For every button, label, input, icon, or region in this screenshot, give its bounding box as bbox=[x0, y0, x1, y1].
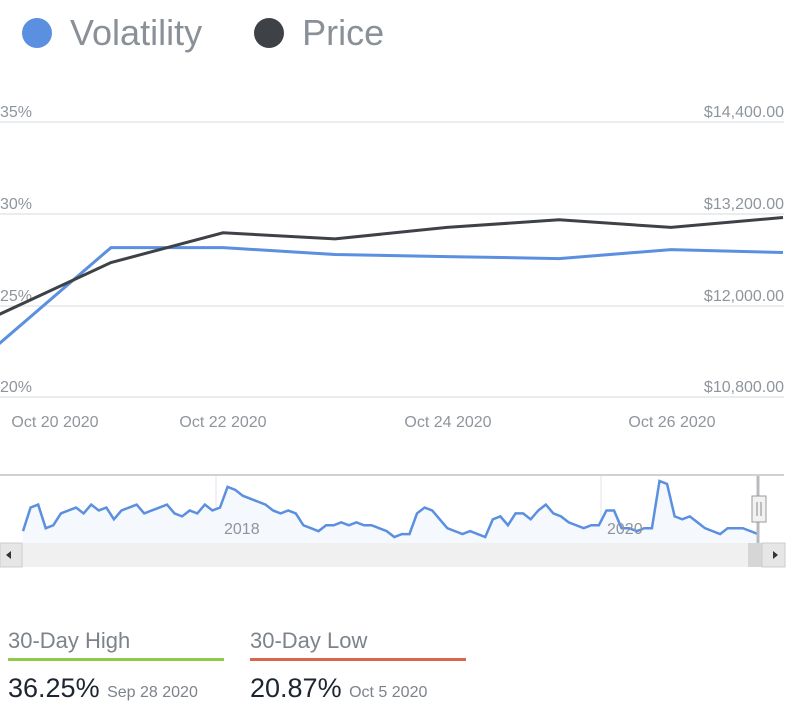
stat-date: Oct 5 2020 bbox=[349, 684, 428, 701]
x-tick: Oct 20 2020 bbox=[11, 414, 98, 431]
left-tick: 30% bbox=[0, 196, 32, 213]
right-tick: $12,000.00 bbox=[704, 288, 784, 305]
scrollbar-thumb[interactable] bbox=[748, 543, 762, 567]
x-tick: Oct 24 2020 bbox=[404, 414, 491, 431]
volatility-line bbox=[0, 246, 784, 345]
left-tick: 25% bbox=[0, 288, 32, 305]
stat-label: 30-Day Low bbox=[250, 628, 466, 661]
left-tick: 20% bbox=[0, 379, 32, 396]
arrow-right-icon bbox=[773, 551, 778, 559]
legend-item-volatility[interactable]: Volatility bbox=[22, 12, 202, 54]
right-tick: $10,800.00 bbox=[704, 379, 784, 396]
stat-date: Sep 28 2020 bbox=[107, 684, 198, 701]
scrollbar-track[interactable] bbox=[0, 543, 785, 567]
navigator-label: 2018 bbox=[224, 521, 260, 538]
navigator-line bbox=[21, 479, 759, 539]
stat-30-day-high: 30-Day High 36.25% Sep 28 2020 bbox=[8, 628, 224, 704]
legend-label: Price bbox=[302, 12, 385, 53]
price-dot-icon bbox=[254, 18, 285, 48]
stats-panel: 30-Day High 36.25% Sep 28 2020 30-Day Lo… bbox=[8, 628, 466, 704]
x-tick: Oct 22 2020 bbox=[179, 414, 266, 431]
arrow-left-icon bbox=[6, 551, 11, 559]
chart-legend: Volatility Price bbox=[22, 12, 384, 54]
price-line bbox=[0, 215, 784, 316]
legend-label: Volatility bbox=[70, 12, 203, 53]
left-tick: 35% bbox=[0, 104, 32, 121]
navigator-area bbox=[23, 480, 758, 543]
right-tick: $13,200.00 bbox=[704, 196, 784, 213]
stat-label: 30-Day High bbox=[8, 628, 224, 661]
navigator-handle[interactable] bbox=[751, 495, 767, 523]
legend-item-price[interactable]: Price bbox=[254, 12, 384, 54]
stat-30-day-low: 30-Day Low 20.87% Oct 5 2020 bbox=[250, 628, 466, 704]
navigator-label: 2020 bbox=[607, 521, 643, 538]
stat-value: 36.25% bbox=[8, 673, 100, 703]
right-tick: $14,400.00 bbox=[704, 104, 784, 121]
x-tick: Oct 26 2020 bbox=[628, 414, 715, 431]
stat-value: 20.87% bbox=[250, 673, 342, 703]
volatility-dot-icon bbox=[22, 18, 52, 48]
